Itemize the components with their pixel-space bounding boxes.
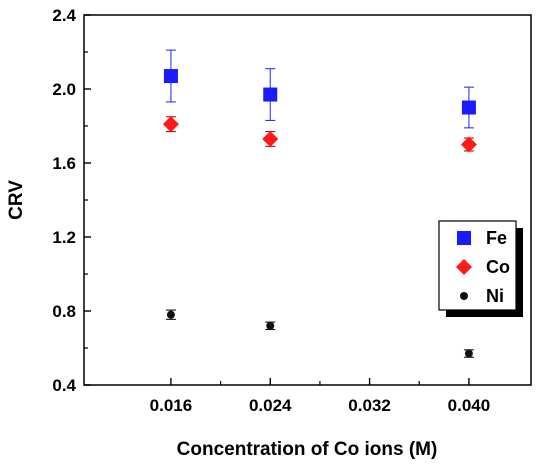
data-point-ni: [266, 321, 275, 330]
data-point-fe: [461, 100, 476, 115]
series-ni: [165, 309, 474, 358]
data-point-ni: [166, 310, 175, 319]
x-tick-label: 0.024: [249, 396, 292, 415]
legend-label-co: Co: [486, 257, 510, 277]
y-tick-label: 2.0: [52, 80, 76, 99]
y-tick-label: 1.6: [52, 154, 76, 173]
x-tick-label: 0.040: [448, 396, 491, 415]
y-tick-label: 2.4: [52, 6, 76, 25]
x-tick-label: 0.016: [150, 396, 193, 415]
y-tick-label: 0.4: [52, 376, 76, 395]
x-axis-label: Concentration of Co ions (M): [177, 439, 438, 460]
plot-frame: [83, 14, 532, 386]
legend-marker-fe: [457, 231, 471, 245]
legend-label-ni: Ni: [486, 286, 504, 306]
tick-labels: 0.4 0.8 1.2 1.6 2.0 2.4 0.016 0.024 0.032 0.040: [52, 6, 490, 415]
y-tick-label: 0.8: [52, 302, 76, 321]
legend-marker-co: [456, 259, 472, 275]
y-axis-label: CRV: [6, 180, 27, 220]
data-point-co: [162, 116, 179, 133]
y-tick-label: 1.2: [52, 228, 76, 247]
series-fe: [163, 49, 476, 129]
x-tick-label: 0.032: [348, 396, 391, 415]
series-co: [162, 116, 477, 153]
legend-label-fe: Fe: [486, 228, 507, 248]
data-point-fe: [263, 87, 278, 102]
axis-ticks: [84, 14, 470, 386]
legend: Fe Co Ni: [438, 220, 523, 317]
data-point-ni: [464, 349, 473, 358]
data-point-fe: [163, 69, 178, 84]
data-point-co: [262, 130, 279, 147]
data-point-co: [460, 136, 477, 153]
series-layer: [162, 49, 477, 358]
legend-marker-ni: [460, 292, 468, 300]
legend-box: [438, 220, 517, 311]
